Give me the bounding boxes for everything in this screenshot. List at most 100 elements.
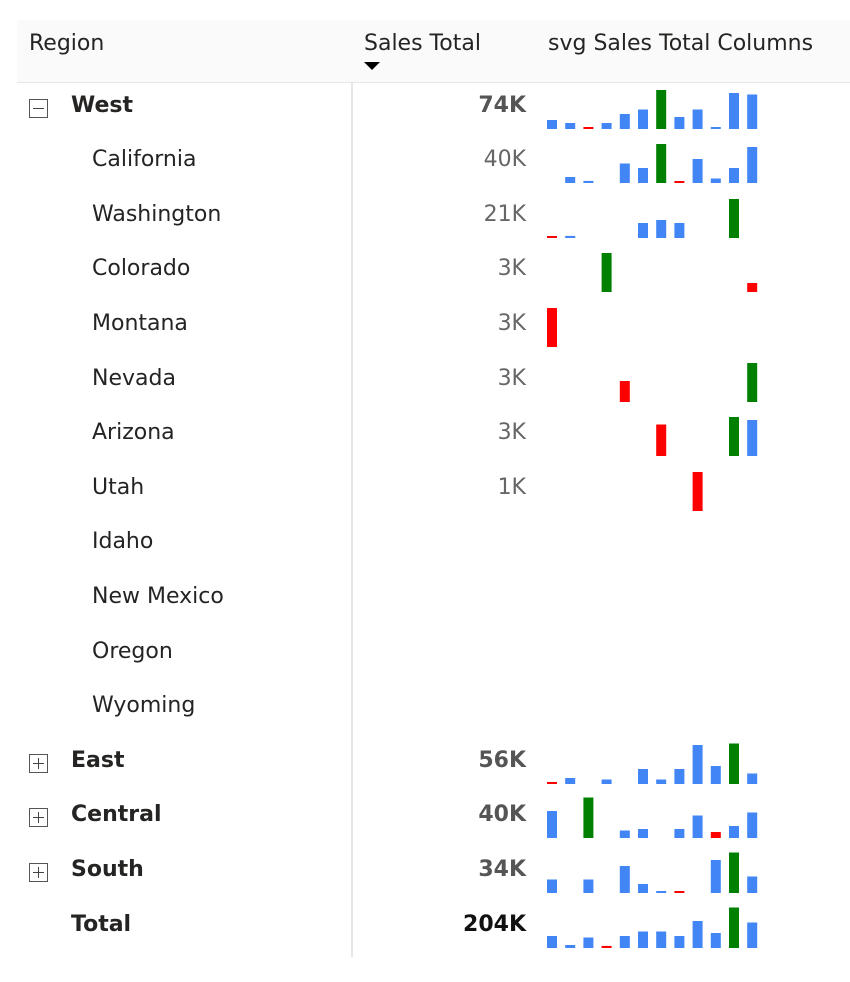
sparkline-bar <box>638 829 648 838</box>
sales-total-value: 40K <box>483 147 526 172</box>
sales-sparkline-chart <box>547 199 739 238</box>
table-row[interactable]: Total 204K <box>17 900 850 954</box>
sparkline-bar <box>710 178 721 183</box>
table-row[interactable]: Central 40K <box>17 790 850 844</box>
table-row[interactable]: Oregon <box>17 627 850 681</box>
sparkline-bar <box>565 778 576 784</box>
sparkline-bar <box>729 907 739 948</box>
region-label: Wyoming <box>92 693 196 718</box>
collapse-icon[interactable] <box>29 99 48 118</box>
sales-sparkline-chart <box>547 90 758 129</box>
sparkline-bar <box>692 745 703 784</box>
sparkline-bar <box>583 797 594 838</box>
sparkline-bar <box>565 235 576 238</box>
region-label: West <box>71 93 134 118</box>
sparkline-bar <box>674 829 685 838</box>
table-row[interactable]: Nevada 3K <box>17 354 850 408</box>
sparkline-bar <box>547 236 557 238</box>
sparkline-bar <box>547 811 557 838</box>
sparkline-bar <box>547 782 557 784</box>
region-label: Idaho <box>92 529 154 554</box>
sales-sparkline-chart <box>619 363 758 402</box>
table-row[interactable]: California 40K <box>17 135 850 189</box>
sparkline-bar <box>747 876 758 893</box>
sales-sparkline-chart <box>565 144 758 183</box>
sparkline-bar <box>692 109 703 129</box>
region-label: Nevada <box>92 366 176 391</box>
region-label: New Mexico <box>92 584 224 609</box>
sales-total-columns-header[interactable]: svg Sales Total Columns <box>548 31 814 56</box>
sparkline-bar <box>601 779 612 784</box>
sparkline-bar <box>710 933 721 948</box>
region-label: Central <box>71 802 162 827</box>
sparkline-bar <box>619 114 630 129</box>
sparkline-bar <box>547 120 557 129</box>
sparkline-bar <box>692 159 703 183</box>
sales-total-value: 3K <box>497 256 526 281</box>
sparkline-bar <box>729 417 739 456</box>
sparkline-bar <box>638 168 648 183</box>
sparkline-bar <box>619 830 630 838</box>
table-row[interactable]: East 56K <box>17 736 850 790</box>
sparkline-bar <box>674 936 685 948</box>
sparkline-bar <box>674 181 685 183</box>
sparkline-bar <box>710 832 721 838</box>
sales-total-value: 40K <box>478 802 526 827</box>
sparkline-bar <box>583 937 594 948</box>
sales-total-value: 1K <box>497 475 526 500</box>
sales-sparkline-chart <box>547 852 758 893</box>
sparkline-bar <box>674 117 685 129</box>
region-label: Colorado <box>92 256 191 281</box>
sparkline-bar <box>729 93 739 129</box>
sparkline-bar <box>656 891 667 893</box>
table-row[interactable]: Arizona 3K <box>17 408 850 462</box>
sparkline-bar <box>565 177 576 183</box>
sales-sparkline-chart <box>656 417 758 456</box>
expand-icon[interactable] <box>29 808 48 827</box>
sparkline-bar <box>638 223 648 238</box>
sales-total-value: 21K <box>483 202 526 227</box>
expand-icon[interactable] <box>29 754 48 773</box>
region-label: California <box>92 147 197 172</box>
sales-total-value: 204K <box>463 912 526 937</box>
sales-sparkline-chart <box>692 472 703 511</box>
table-row[interactable]: West 74K <box>17 81 850 135</box>
sparkline-bar <box>547 879 557 893</box>
table-row[interactable]: New Mexico <box>17 572 850 626</box>
table-row[interactable]: Utah 1K <box>17 463 850 517</box>
table-row[interactable]: Idaho <box>17 517 850 571</box>
region-column-header[interactable]: Region <box>29 31 105 56</box>
sparkline-bar <box>565 123 576 129</box>
sales-total-value: 3K <box>497 366 526 391</box>
sparkline-bar <box>747 812 758 838</box>
sales-total-column-header[interactable]: Sales Total <box>364 31 481 56</box>
sparkline-bar <box>656 931 667 948</box>
table-row[interactable]: Montana 3K <box>17 299 850 353</box>
expand-icon[interactable] <box>29 863 48 882</box>
region-label: Montana <box>92 311 188 336</box>
table-row[interactable]: Washington 21K <box>17 190 850 244</box>
sparkline-bar <box>692 921 703 948</box>
sort-descending-icon[interactable] <box>364 62 380 70</box>
sparkline-bar <box>692 472 703 511</box>
sparkline-bar <box>710 860 721 893</box>
column-divider <box>351 83 353 957</box>
sparkline-bar <box>547 936 557 948</box>
table-header: Region Sales Total svg Sales Total Colum… <box>17 20 850 83</box>
sparkline-bar <box>674 891 685 893</box>
sparkline-bar <box>656 220 667 238</box>
sparkline-bar <box>674 769 685 784</box>
table-row[interactable]: South 34K <box>17 845 850 899</box>
sales-sparkline-chart <box>547 907 758 948</box>
sparkline-bar <box>656 90 667 129</box>
region-label: Arizona <box>92 420 175 445</box>
sparkline-bar <box>729 743 739 784</box>
table-row[interactable]: Wyoming <box>17 681 850 735</box>
sales-total-value: 74K <box>478 93 526 118</box>
sparkline-bar <box>619 381 630 402</box>
sparkline-bar <box>747 420 758 456</box>
sparkline-bar <box>729 199 739 238</box>
sales-total-value: 3K <box>497 311 526 336</box>
table-row[interactable]: Colorado 3K <box>17 244 850 298</box>
sparkline-bar <box>638 931 648 948</box>
